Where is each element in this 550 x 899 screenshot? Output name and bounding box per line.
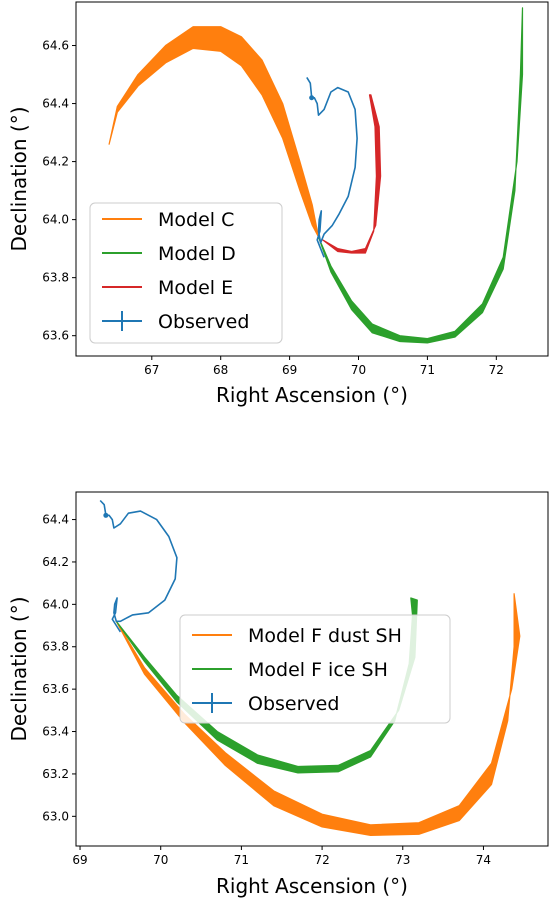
legend-label: Model E (158, 277, 233, 299)
y-tick-label: 64.4 (42, 97, 69, 111)
legend: Model F dust SH Model F ice SH Observed (179, 614, 451, 724)
series-model-d (317, 7, 524, 344)
x-tick-label: 68 (213, 363, 228, 377)
y-tick-label: 63.6 (42, 329, 69, 343)
legend-label: Model D (158, 243, 236, 265)
x-tick-label: 73 (395, 853, 410, 867)
x-tick-label: 71 (420, 363, 435, 377)
plot-frame (75, 1, 549, 357)
y-tick-label: 63.8 (42, 640, 69, 654)
chart-panel-1: 67 68 69 70 71 72 63.6 63.8 64.0 64.2 64.4 64.6 Righ… (7, 1, 549, 407)
y-tick-label: 63.2 (42, 767, 69, 781)
legend-label: Observed (248, 693, 339, 715)
y-tick-label: 63.8 (42, 271, 69, 285)
y-tick-label: 63.6 (42, 682, 69, 696)
observed-point-marker (309, 95, 315, 101)
y-tick-label: 63.4 (42, 725, 69, 739)
y-tick-label: 64.0 (42, 213, 69, 227)
y-tick-label: 63.0 (42, 809, 69, 823)
y-axis-label: Declination (°) (7, 106, 31, 251)
observed-point-marker (103, 512, 109, 518)
x-tick-label: 69 (72, 853, 87, 867)
x-tick-label: 72 (314, 853, 329, 867)
legend-label: Model F dust SH (248, 625, 402, 647)
y-axis-label: Declination (°) (7, 596, 31, 741)
legend: Model C Model D Model E Observed (89, 202, 283, 344)
series-observed (99, 499, 178, 633)
plot-frame (75, 491, 549, 847)
legend-label: Model F ice SH (248, 659, 388, 681)
chart-panel-2: 69 70 71 72 73 74 63.0 63.2 63.4 63.6 63.8 64.0 64.2… (7, 491, 549, 898)
y-tick-label: 64.6 (42, 39, 69, 53)
y-tick-label: 64.2 (42, 555, 69, 569)
x-tick-label: 70 (351, 363, 366, 377)
x-tick-label: 69 (282, 363, 297, 377)
series-model-e (322, 94, 382, 254)
series-model-f-ice-sh (115, 597, 418, 774)
legend-label: Observed (158, 311, 249, 333)
legend-box (89, 202, 283, 344)
y-tick-label: 64.0 (42, 597, 69, 611)
x-tick-label: 67 (144, 363, 159, 377)
x-tick-label: 72 (489, 363, 504, 377)
x-axis-label: Right Ascension (°) (216, 383, 408, 407)
x-axis-label: Right Ascension (°) (216, 874, 408, 898)
series-observed (306, 76, 358, 258)
y-tick-label: 64.4 (42, 513, 69, 527)
legend-label: Model C (158, 209, 234, 231)
x-tick-label: 71 (234, 853, 249, 867)
x-tick-label: 70 (153, 853, 168, 867)
series-model-f-dust-sh (115, 593, 521, 836)
legend-box (179, 614, 451, 724)
x-tick-label: 74 (476, 853, 491, 867)
y-tick-label: 64.2 (42, 155, 69, 169)
